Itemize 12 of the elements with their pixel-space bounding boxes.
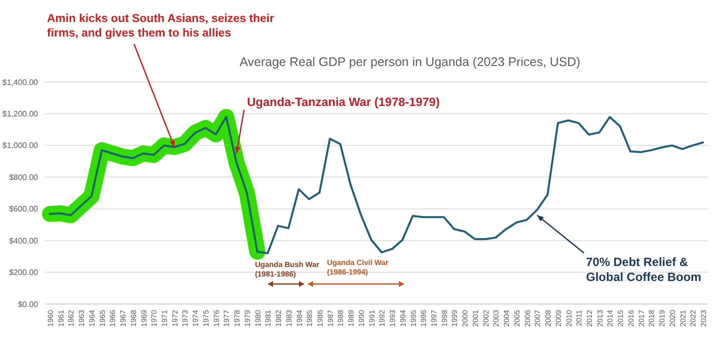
y-tick-label: $200.00	[9, 268, 39, 278]
y-tick-label: $1,000.00	[2, 141, 39, 150]
annotation: Amin kicks out South Asians, seizes their firms, and gives them to his allies	[47, 13, 275, 40]
y-tick-label: $1,200.00	[2, 110, 39, 119]
y-tick-label: $0.00	[18, 300, 39, 309]
chart-title: Average Real GDP per person in Uganda (2023 Prices, USD)	[240, 55, 580, 69]
y-tick-label: $600.00	[9, 204, 39, 214]
y-tick-label: $400.00	[9, 236, 39, 246]
y-tick-label: $1,400.00	[2, 78, 39, 87]
annotation: 70% Debt Relief & Global Coffee Boom	[586, 255, 702, 284]
y-tick-label: $800.00	[9, 172, 39, 182]
annotation: Uganda-Tanzania War (1978-1979)	[247, 95, 440, 109]
